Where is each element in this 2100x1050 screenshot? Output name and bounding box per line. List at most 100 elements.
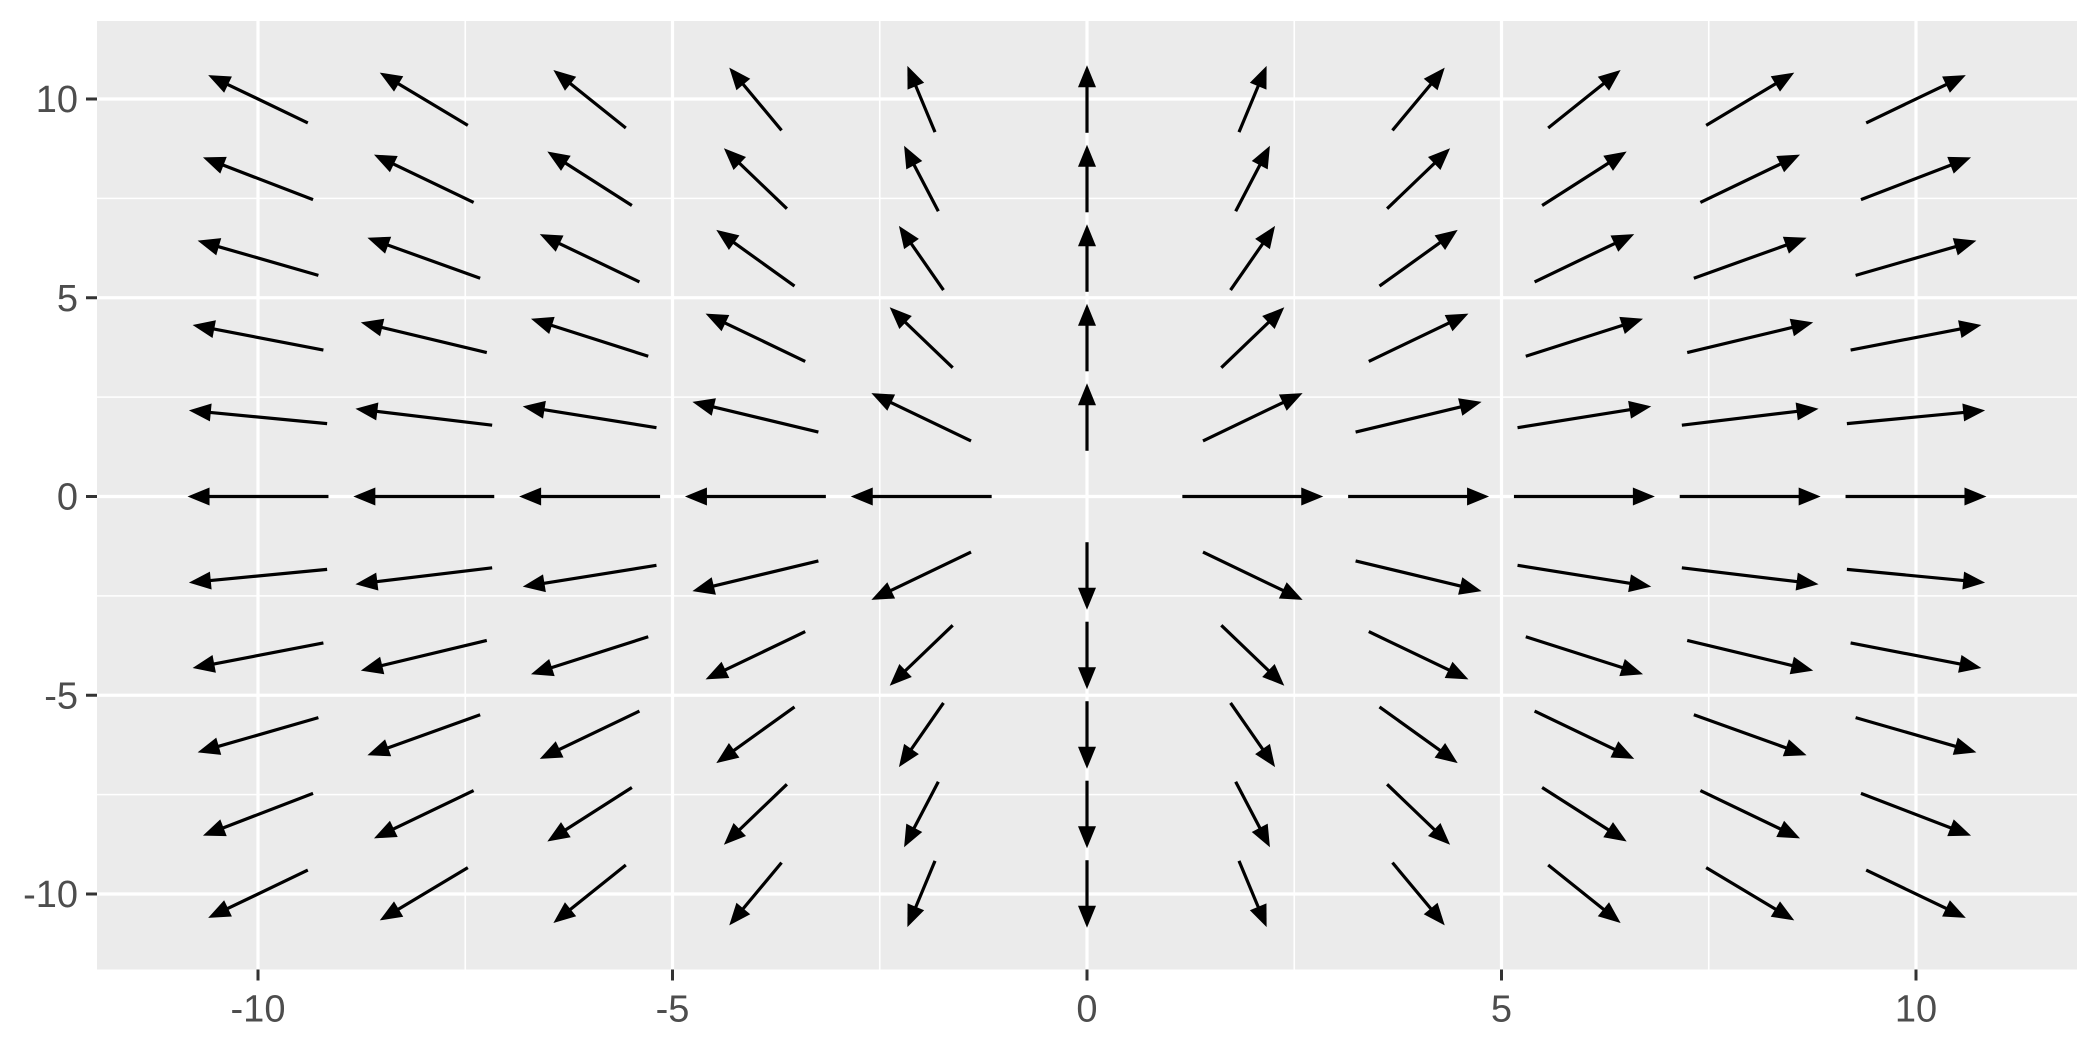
x-axis-tick-label: -5 (656, 989, 690, 1031)
y-axis-tick-label: -5 (44, 675, 78, 717)
quiver-arrow-head (1458, 398, 1482, 416)
quiver-arrow-head (1789, 318, 1814, 337)
quiver-arrow-head (1962, 403, 1986, 422)
quiver-arrow-head (1952, 737, 1977, 755)
quiver-arrow-head (1947, 819, 1972, 837)
quiver-arrow-shaft (903, 624, 954, 674)
quiver-arrow-head (684, 487, 707, 506)
quiver-arrow-head (1249, 903, 1267, 928)
quiver-arrow-head (1776, 154, 1801, 173)
quiver-arrow-head (1078, 905, 1096, 928)
quiver-arrow-head (1255, 225, 1276, 250)
quiver-arrow-head (889, 307, 912, 330)
quiver-arrow-head (1301, 487, 1324, 506)
quiver-arrow-shaft (385, 242, 481, 280)
quiver-arrow-shaft (1865, 82, 1949, 125)
quiver-arrow-head (379, 72, 404, 92)
quiver-arrow-head (729, 902, 751, 926)
quiver-arrow-shaft (563, 786, 633, 833)
quiver-arrow-head (1078, 224, 1096, 247)
quiver-arrow-head (1770, 901, 1795, 921)
quiver-arrow-head (1078, 65, 1096, 88)
quiver-arrow-head (192, 655, 216, 673)
quiver-arrow-shaft (1846, 567, 1966, 583)
quiver-arrow-head (202, 156, 227, 174)
quiver-arrow-head (197, 737, 222, 755)
quiver-arrow-head (1628, 574, 1652, 593)
quiver-arrow-head (907, 65, 925, 90)
quiver-arrow-shaft (542, 407, 657, 430)
quiver-arrow-head (705, 661, 730, 680)
quiver-arrow-shaft (711, 559, 819, 588)
quiver-arrow-shaft (1237, 860, 1261, 910)
quiver-arrow-shaft (731, 240, 796, 288)
quiver-arrow-head (379, 901, 404, 921)
quiver-arrow-shaft (1541, 160, 1611, 207)
quiver-arrow-head (907, 903, 925, 928)
quiver-arrow-head (1467, 487, 1490, 506)
quiver-arrow-head (373, 820, 398, 839)
quiver-arrow-head (1278, 582, 1303, 600)
quiver-arrow-shaft (568, 863, 627, 912)
quiver-arrow-head (373, 154, 398, 173)
quiver-arrow-shaft (1517, 407, 1632, 430)
quiver-arrow-head (539, 741, 564, 759)
quiver-arrow-shaft (1234, 162, 1263, 213)
quiver-arrow-shaft (375, 566, 493, 584)
quiver-arrow-head (716, 742, 740, 764)
quiver-arrow-head (1958, 655, 1982, 673)
quiver-arrow-head (1610, 741, 1635, 759)
quiver-arrow-shaft (737, 783, 789, 833)
quiver-arrow-head (1423, 67, 1445, 91)
quiver-arrow-head (1458, 577, 1482, 595)
quiver-arrow-head (705, 313, 730, 332)
quiver-arrow-head (850, 487, 873, 506)
quiver-arrow-head (1603, 151, 1627, 171)
quiver-arrow-shaft (1525, 635, 1625, 670)
quiver-arrow-head (1597, 902, 1621, 923)
quiver-arrow-head (1444, 661, 1469, 680)
quiver-arrow-shaft (1681, 409, 1799, 427)
quiver-arrow-head (1942, 900, 1966, 918)
quiver-arrow-head (1776, 820, 1801, 839)
quiver-arrow-head (188, 571, 212, 590)
quiver-arrow-head (1423, 902, 1445, 926)
quiver-arrow-shaft (563, 160, 633, 207)
quiver-arrow-shaft (549, 635, 649, 670)
quiver-arrow-shaft (737, 160, 789, 210)
quiver-arrow-shaft (557, 709, 641, 752)
quiver-arrow-shaft (1391, 861, 1434, 912)
quiver-arrow-shaft (1693, 713, 1789, 751)
quiver-arrow-shaft (208, 410, 328, 426)
quiver-arrow-head (723, 148, 747, 171)
quiver-arrow-head (1798, 487, 1821, 506)
quiver-arrow-shaft (225, 82, 309, 125)
quiver-arrow-head (355, 572, 379, 591)
quiver-arrow-shaft (731, 705, 796, 753)
quiver-arrow-head (723, 822, 747, 845)
quiver-arrow-shaft (1681, 566, 1799, 584)
quiver-arrow-head (530, 658, 555, 677)
y-axis-tick-label: 10 (36, 79, 78, 121)
quiver-arrow-head (871, 582, 896, 600)
quiver-arrow-shaft (1378, 240, 1443, 288)
quiver-arrow-shaft (375, 409, 493, 427)
quiver-arrow-shaft (221, 163, 314, 202)
quiver-arrow-head (889, 663, 912, 686)
quiver-arrow-head (530, 316, 555, 335)
quiver-arrow-shaft (1547, 863, 1606, 912)
quiver-arrow-head (716, 229, 740, 251)
quiver-arrow-head (1078, 144, 1096, 167)
x-axis-tick-label: 10 (1895, 989, 1937, 1031)
quiver-arrow-head (519, 487, 542, 506)
quiver-arrow-head (1632, 487, 1655, 506)
quiver-arrow-head (187, 487, 210, 506)
quiver-arrow-head (1434, 229, 1458, 251)
quiver-arrow-shaft (1855, 716, 1958, 749)
quiver-arrow-head (898, 225, 919, 250)
quiver-arrow-shaft (1846, 410, 1966, 426)
quiver-arrow-shaft (391, 161, 475, 204)
quiver-arrow-head (1795, 402, 1819, 421)
quiver-arrow-shaft (208, 567, 328, 583)
